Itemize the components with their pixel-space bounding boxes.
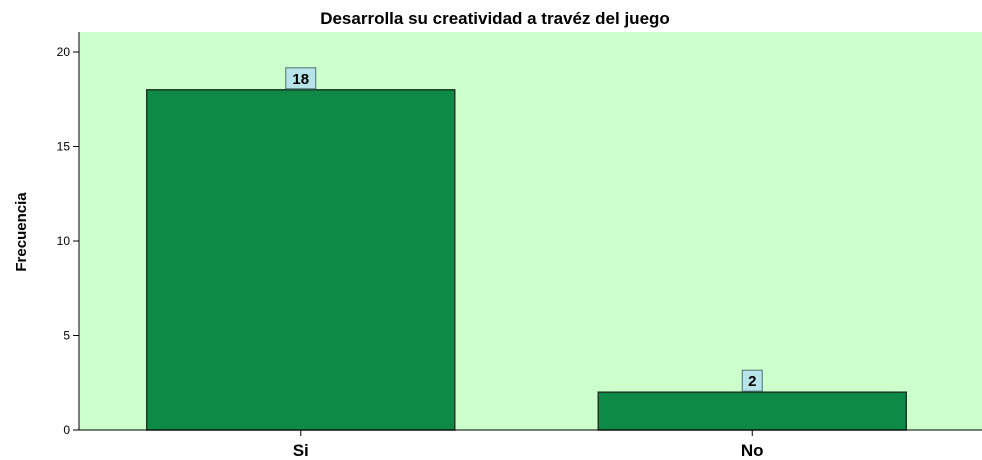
chart-title: Desarrolla su creatividad a travéz del j…: [320, 9, 670, 28]
y-tick-label: 20: [57, 45, 71, 59]
y-tick-label: 15: [57, 140, 71, 154]
y-tick-label: 5: [63, 329, 70, 343]
y-axis: 0 5 10 15 20: [57, 32, 80, 437]
x-tick-label: Si: [293, 441, 309, 460]
x-axis: Si No: [79, 429, 982, 460]
data-label: 18: [292, 71, 309, 88]
data-label-box: [285, 67, 317, 90]
data-label-box: [741, 369, 763, 392]
y-tick-label: 10: [57, 234, 71, 248]
bars-group: 18 2: [146, 67, 907, 431]
data-label: 2: [748, 373, 756, 390]
bar-no: [597, 391, 907, 431]
bar-si: [146, 89, 456, 431]
y-axis-label: Frecuencia: [13, 192, 30, 272]
x-tick-label: No: [741, 441, 764, 460]
y-tick-label: 0: [63, 423, 70, 437]
